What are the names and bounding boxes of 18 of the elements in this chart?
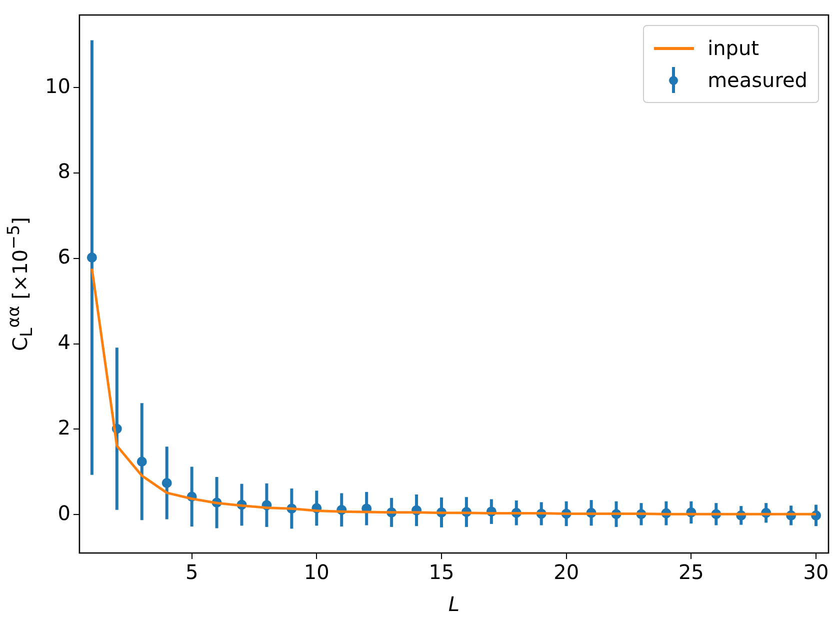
point (162, 478, 172, 488)
x-tick-label: 5 (185, 560, 198, 584)
y-tick-label: 0 (58, 500, 70, 525)
x-tick-label: 25 (678, 560, 704, 584)
x-tick-label: 10 (304, 560, 330, 584)
y-tick-label: 6 (58, 244, 70, 269)
y-tick-label: 2 (58, 415, 70, 440)
y-tick-label: 8 (58, 159, 70, 184)
x-tick-label: 15 (428, 560, 454, 584)
y-tick-label: 10 (44, 74, 70, 98)
y-tick-label: 4 (58, 330, 70, 354)
x-axis-title: L (448, 592, 460, 616)
point (136, 456, 147, 467)
legend-label: input (708, 36, 760, 60)
point (86, 252, 97, 263)
x-tick-label: 20 (554, 560, 580, 584)
x-tick-label: 30 (803, 560, 829, 584)
legend-label: measured (708, 68, 808, 92)
